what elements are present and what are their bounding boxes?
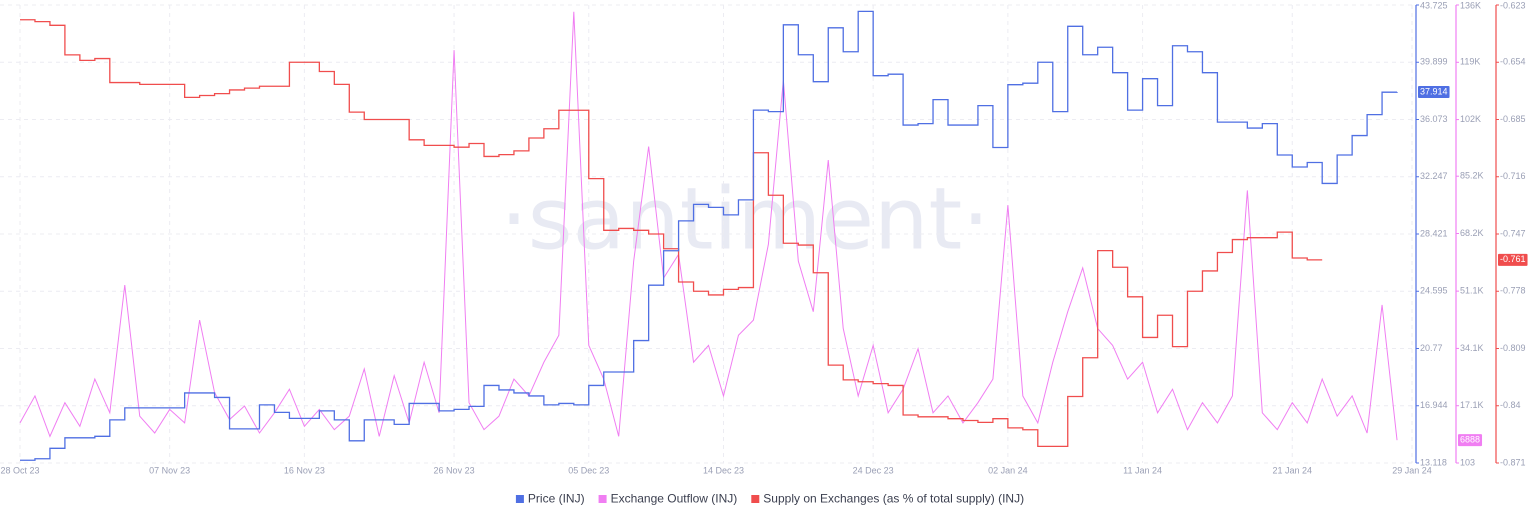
y-tick-label: 43.725 [1420, 0, 1448, 10]
y-tick-label: 68.2K [1460, 228, 1484, 238]
watermark: ·santiment· [500, 169, 989, 269]
series-line [19, 11, 1398, 441]
y-tick-label: -0.654 [1500, 57, 1526, 67]
y-tick-label: 13.118 [1420, 457, 1447, 467]
y-tick-label: -0.685 [1500, 114, 1526, 124]
current-value-label: 6888 [1460, 435, 1480, 445]
x-tick-label: 07 Nov 23 [149, 465, 190, 475]
series-line [20, 10, 1398, 461]
x-tick-label: 21 Jan 24 [1272, 465, 1312, 475]
y-tick-label: 136K [1460, 0, 1481, 10]
y-tick-label: 85.2K [1460, 171, 1484, 181]
legend-swatch [598, 495, 607, 503]
legend-label: Exchange Outflow (INJ) [611, 492, 738, 506]
y-tick-label: 17.1K [1460, 400, 1484, 410]
x-tick-label: 16 Nov 23 [284, 465, 325, 475]
current-value-badge [1498, 253, 1528, 266]
x-tick-label: 11 Jan 24 [1123, 465, 1162, 475]
y-tick-label: -0.84 [1500, 400, 1521, 410]
y-tick-label: 39.899 [1420, 57, 1448, 67]
y-tick-label: -0.778 [1500, 286, 1526, 296]
y-tick-label: 103 [1460, 457, 1475, 467]
series-line [20, 19, 1323, 448]
y-tick-label: 51.1K [1460, 286, 1484, 296]
y-tick-label: 34.1K [1460, 343, 1484, 353]
y-tick-label: 119K [1460, 57, 1480, 67]
x-tick-label: 05 Dec 23 [568, 465, 609, 475]
y-tick-label: 28.421 [1420, 228, 1448, 238]
legend-swatch [515, 495, 524, 503]
y-tick-label: 102K [1460, 114, 1481, 124]
y-tick-label: 24.595 [1420, 286, 1448, 296]
x-tick-label: 02 Jan 24 [988, 465, 1028, 475]
y-tick-label: 32.247 [1420, 171, 1448, 181]
x-tick-label: 26 Nov 23 [434, 465, 475, 475]
legend-label: Price (INJ) [528, 492, 585, 506]
x-tick-label: 24 Dec 23 [853, 465, 894, 475]
y-tick-label: -0.623 [1500, 0, 1526, 10]
y-tick-label: -0.747 [1500, 228, 1526, 238]
legend-label: Supply on Exchanges (as % of total suppl… [763, 492, 1024, 506]
y-tick-label: 36.073 [1420, 114, 1448, 124]
current-value-label: -0.761 [1500, 254, 1526, 264]
current-value-badge [1418, 85, 1450, 98]
y-tick-label: -0.716 [1500, 171, 1526, 181]
y-tick-label: -0.809 [1500, 343, 1526, 353]
y-tick-label: 16.944 [1420, 400, 1448, 410]
legend-swatch [751, 495, 760, 503]
x-tick-label: 14 Dec 23 [703, 465, 744, 475]
y-tick-label: 20.77 [1420, 343, 1443, 353]
y-tick-label: -0.871 [1500, 457, 1526, 467]
current-value-badge [1458, 434, 1483, 447]
current-value-label: 37.914 [1420, 86, 1448, 96]
x-tick-label: 28 Oct 23 [0, 465, 39, 475]
x-tick-label: 29 Jan 24 [1392, 465, 1432, 475]
